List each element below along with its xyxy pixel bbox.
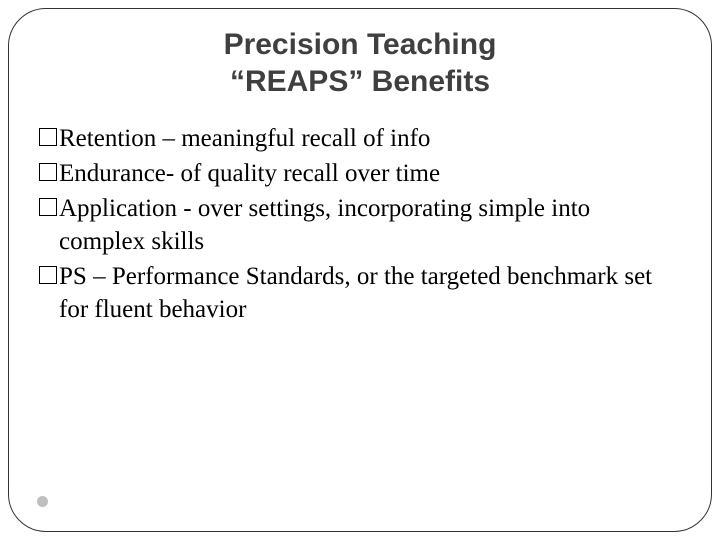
list-item: Application - over settings, incorporati… <box>39 192 681 258</box>
bullet-rest: - of quality recall over time <box>166 160 440 187</box>
list-item: PS – Performance Standards, or the targe… <box>39 260 681 326</box>
bullet-list: Retention – meaningful recall of info En… <box>39 122 681 326</box>
checkbox-bullet-icon <box>39 198 57 216</box>
checkbox-bullet-icon <box>39 163 57 181</box>
checkbox-bullet-icon <box>39 128 57 146</box>
slide-title: Precision Teaching “REAPS” Benefits <box>39 27 681 100</box>
bullet-text: Application - over settings, incorporati… <box>59 192 681 258</box>
title-line-1: Precision Teaching <box>39 27 681 64</box>
bullet-rest: – Performance Standards, or the targeted… <box>59 263 652 323</box>
bullet-text: PS – Performance Standards, or the targe… <box>59 260 681 326</box>
bullet-text: Retention – meaningful recall of info <box>59 122 681 155</box>
title-line-2: “REAPS” Benefits <box>39 64 681 101</box>
checkbox-bullet-icon <box>39 266 57 284</box>
bullet-lead: Retention <box>59 125 156 152</box>
decorative-dot-icon <box>37 496 48 507</box>
bullet-lead: Endurance <box>59 160 166 187</box>
bullet-rest: – meaningful recall of info <box>156 125 430 152</box>
slide-frame: Precision Teaching “REAPS” Benefits Rete… <box>8 8 712 532</box>
list-item: Endurance- of quality recall over time <box>39 157 681 190</box>
bullet-lead: Application <box>59 195 177 222</box>
bullet-lead: PS <box>59 263 87 290</box>
list-item: Retention – meaningful recall of info <box>39 122 681 155</box>
bullet-text: Endurance- of quality recall over time <box>59 157 681 190</box>
